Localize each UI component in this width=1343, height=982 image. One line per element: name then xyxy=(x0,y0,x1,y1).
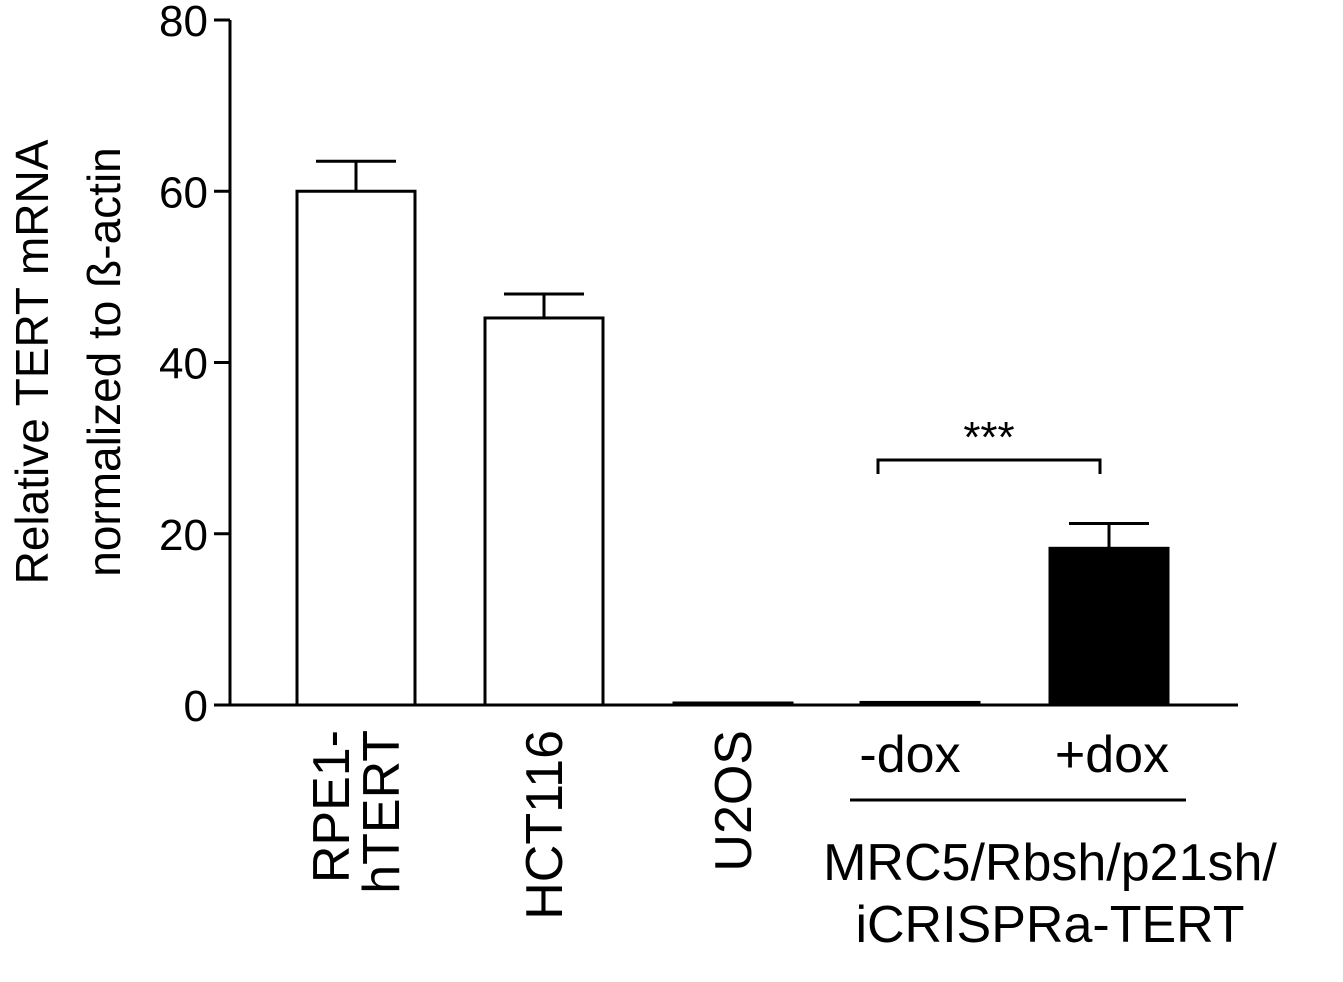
bars xyxy=(295,189,1170,707)
bar-HCT116 xyxy=(483,316,605,707)
category-label-line: RPE1- xyxy=(303,730,361,883)
bar-U2OS xyxy=(672,701,794,707)
category-label-RPE1-hTERT: RPE1-hTERT xyxy=(303,730,411,894)
y-tick-label: 40 xyxy=(159,340,208,389)
category-label-U2OS: U2OS xyxy=(705,730,763,872)
significance-label: *** xyxy=(963,413,1014,462)
category-label--dox: -dox xyxy=(859,726,960,784)
y-tick-label: 0 xyxy=(184,682,208,731)
significance-bracket xyxy=(876,458,1102,474)
bar--dox xyxy=(859,700,981,707)
significance-annotation: *** xyxy=(876,413,1102,474)
y-axis-label: Relative TERT mRNA normalized to ß-actin xyxy=(6,139,130,584)
group-label: MRC5/Rbsh/p21sh/iCRISPRa-TERT xyxy=(823,798,1277,954)
bar-RPE1-hTERT xyxy=(295,189,417,707)
category-label-line: HCT116 xyxy=(516,730,574,920)
y-axis-title-line: Relative TERT mRNA xyxy=(6,139,58,584)
error-bars xyxy=(316,159,1149,549)
group-label-line: iCRISPRa-TERT xyxy=(855,896,1244,954)
category-labels: RPE1-hTERT HCT116 U2OS -dox +dox xyxy=(303,726,1169,920)
category-label-HCT116: HCT116 xyxy=(516,730,574,920)
category-label-line: hTERT xyxy=(353,730,411,894)
category-label-line: U2OS xyxy=(705,730,763,872)
category-label-+dox: +dox xyxy=(1055,726,1169,784)
group-label-line: MRC5/Rbsh/p21sh/ xyxy=(823,834,1277,892)
y-tick-label: 20 xyxy=(159,511,208,560)
y-tick-label: 60 xyxy=(159,168,208,217)
y-axis-title-line: normalized to ß-actin xyxy=(78,147,130,577)
y-tick-label: 80 xyxy=(159,0,208,46)
bar-+dox xyxy=(1048,546,1170,707)
y-axis-title: Relative TERT mRNA normalized to ß-actin xyxy=(6,139,130,584)
